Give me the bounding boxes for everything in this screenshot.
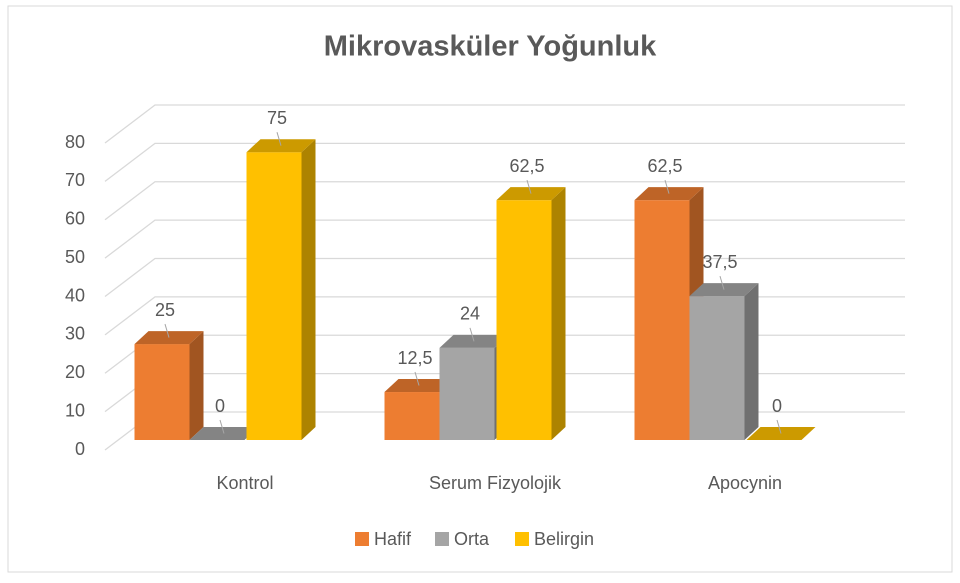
bar <box>496 200 552 440</box>
y-tick-label: 40 <box>65 285 85 305</box>
leader-line <box>776 419 782 434</box>
leader-line <box>719 275 725 290</box>
leader-line <box>276 132 282 146</box>
leader-line <box>469 327 475 342</box>
leader-line <box>219 419 225 434</box>
y-tick-label: 60 <box>65 209 85 229</box>
y-tick-label: 80 <box>65 132 85 152</box>
legend-label: Hafif <box>374 529 412 549</box>
data-label: 62,5 <box>509 156 544 176</box>
bar <box>634 200 690 440</box>
leader-line <box>414 371 420 386</box>
data-label: 12,5 <box>397 348 432 368</box>
leader-line <box>526 180 532 194</box>
data-label: 0 <box>772 396 782 416</box>
legend-label: Orta <box>454 529 490 549</box>
y-tick-label: 20 <box>65 362 85 382</box>
bar-side <box>551 187 566 440</box>
legend-swatch <box>355 532 369 546</box>
chart-title: Mikrovasküler Yoğunluk <box>324 31 657 63</box>
data-label: 37,5 <box>702 252 737 272</box>
bar-side <box>301 139 316 440</box>
leader-line <box>164 323 170 338</box>
bar <box>246 152 302 440</box>
data-label: 62,5 <box>647 156 682 176</box>
grid-line <box>104 104 905 144</box>
leader-line <box>664 180 670 194</box>
bar <box>134 344 190 440</box>
grid-line <box>104 181 905 221</box>
data-label: 0 <box>215 396 225 416</box>
data-label: 24 <box>460 304 480 324</box>
y-tick-label: 10 <box>65 400 85 420</box>
chart-border <box>7 5 953 573</box>
legend-label: Belirgin <box>534 529 594 549</box>
data-label: 25 <box>155 300 175 320</box>
bar <box>689 296 745 440</box>
x-tick-label: Apocynin <box>708 473 782 493</box>
legend-swatch <box>515 532 529 546</box>
x-tick-label: Kontrol <box>216 473 273 493</box>
y-tick-label: 30 <box>65 324 85 344</box>
bar-side <box>744 283 759 440</box>
legend-swatch <box>435 532 449 546</box>
y-tick-label: 70 <box>65 170 85 190</box>
x-tick-label: Serum Fizyolojik <box>429 473 562 493</box>
data-label: 75 <box>267 108 287 128</box>
bar <box>384 392 440 440</box>
grid-line <box>104 142 905 182</box>
bar-side <box>189 331 204 440</box>
y-tick-label: 50 <box>65 247 85 267</box>
y-tick-label: 0 <box>75 439 85 459</box>
bar <box>439 347 495 440</box>
